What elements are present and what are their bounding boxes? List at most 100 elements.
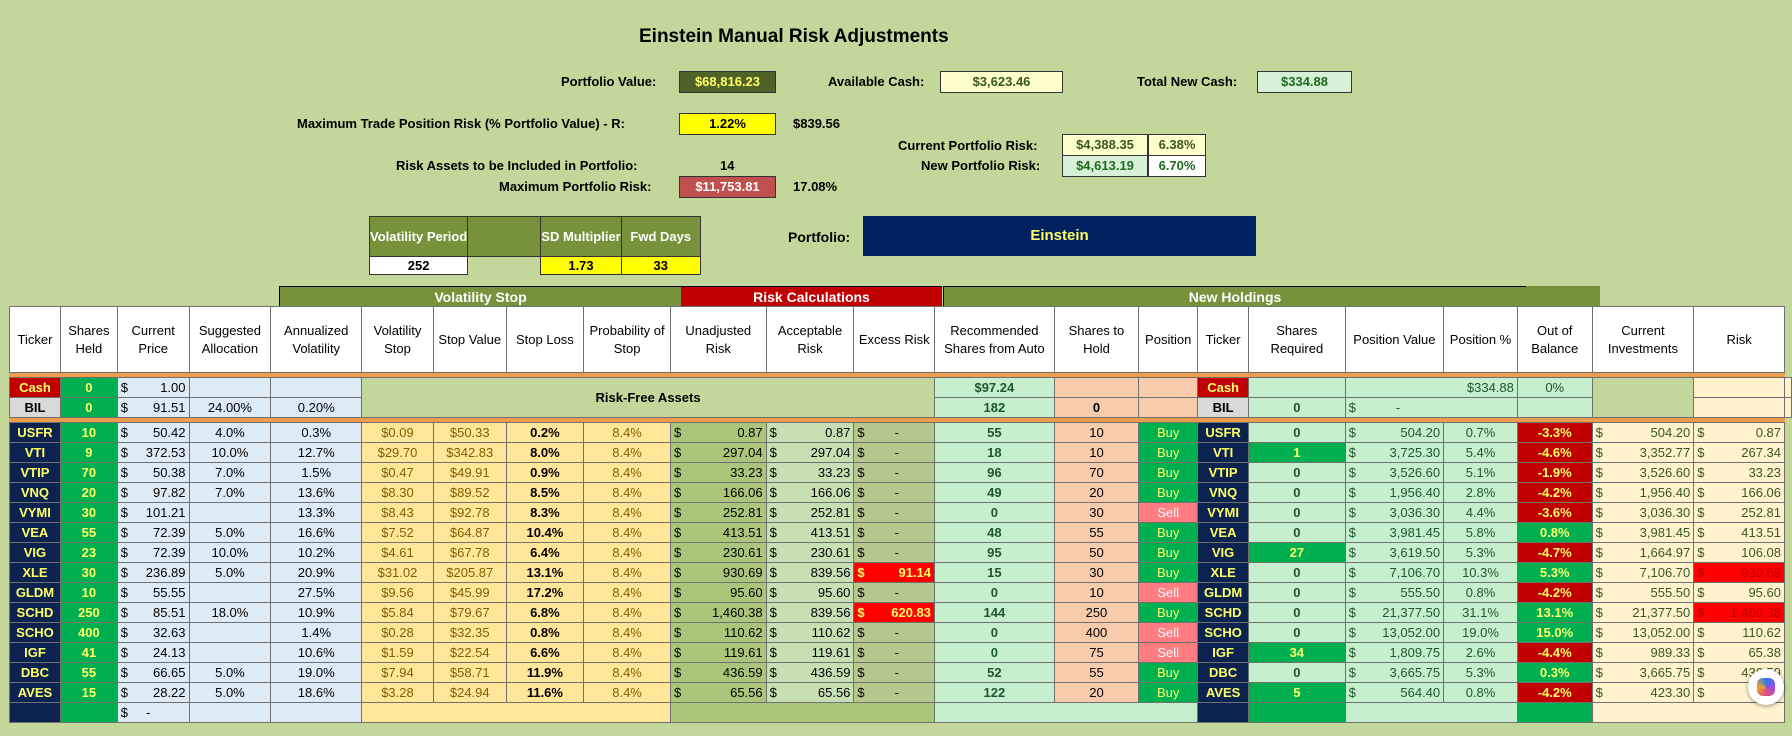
- suggested-allocation[interactable]: 5.0%: [188, 682, 272, 703]
- stop-loss[interactable]: 13.1%: [505, 562, 585, 583]
- probability-of-stop[interactable]: 8.4%: [583, 462, 671, 483]
- cash-alloc[interactable]: [188, 377, 272, 398]
- position-value[interactable]: $504.20: [1344, 422, 1445, 443]
- cash-vol[interactable]: [270, 377, 363, 398]
- risk[interactable]: $267.34: [1693, 442, 1785, 463]
- volatility-stop[interactable]: $5.84: [361, 602, 434, 623]
- blank-ticker[interactable]: [9, 702, 61, 723]
- col-shares-required[interactable]: Shares Required: [1248, 306, 1346, 373]
- stop-loss[interactable]: 17.2%: [505, 582, 585, 603]
- position-pct[interactable]: 5.4%: [1443, 442, 1518, 463]
- col-excess-risk[interactable]: Excess Risk: [853, 306, 936, 373]
- ticker[interactable]: SCHD: [9, 602, 61, 623]
- bil-required[interactable]: 0: [1248, 397, 1346, 418]
- shares-to-hold[interactable]: 10: [1053, 582, 1140, 603]
- ticker[interactable]: USFR: [9, 422, 61, 443]
- out-of-balance[interactable]: -4.2%: [1516, 582, 1593, 603]
- current-price[interactable]: $72.39: [116, 522, 190, 543]
- col-shares-held[interactable]: Shares Held: [59, 306, 118, 373]
- bil-position-value[interactable]: $ -: [1344, 397, 1518, 418]
- ticker-2[interactable]: XLE: [1197, 562, 1250, 583]
- position[interactable]: Sell: [1138, 582, 1199, 603]
- stop-loss[interactable]: 0.9%: [505, 462, 585, 483]
- recommended-shares[interactable]: 95: [934, 542, 1055, 563]
- cash-required[interactable]: [1248, 377, 1346, 398]
- excess-risk[interactable]: $ -: [853, 662, 936, 683]
- shares-held[interactable]: 30: [59, 502, 118, 523]
- stop-value[interactable]: $24.94: [432, 682, 507, 703]
- portfolio-value[interactable]: $68,816.23: [679, 71, 776, 93]
- bil-position[interactable]: [1138, 397, 1199, 418]
- acceptable-risk[interactable]: $297.04: [765, 442, 855, 463]
- ticker-2[interactable]: IGF: [1197, 642, 1250, 663]
- ticker-2[interactable]: DBC: [1197, 662, 1250, 683]
- probability-of-stop[interactable]: 8.4%: [583, 442, 671, 463]
- ticker[interactable]: VYMI: [9, 502, 61, 523]
- portfolio-name-banner[interactable]: Einstein: [863, 216, 1256, 256]
- col-acceptable-risk[interactable]: Acceptable Risk: [765, 306, 855, 373]
- position-value[interactable]: $3,725.30: [1344, 442, 1445, 463]
- position-value[interactable]: $21,377.50: [1344, 602, 1445, 623]
- position-pct[interactable]: 0.8%: [1443, 582, 1518, 603]
- excess-risk[interactable]: $ -: [853, 522, 936, 543]
- blank-oob[interactable]: [1516, 702, 1593, 723]
- current-price[interactable]: $55.55: [116, 582, 190, 603]
- recommended-shares[interactable]: 96: [934, 462, 1055, 483]
- cash-position-value[interactable]: $334.88: [1344, 377, 1518, 398]
- current-investments[interactable]: $1,664.97: [1591, 542, 1695, 563]
- annualized-volatility[interactable]: 1.4%: [270, 622, 363, 643]
- shares-held[interactable]: 70: [59, 462, 118, 483]
- ticker[interactable]: VNQ: [9, 482, 61, 503]
- out-of-balance[interactable]: 13.1%: [1516, 602, 1593, 623]
- stop-value[interactable]: $49.91: [432, 462, 507, 483]
- out-of-balance[interactable]: 0.8%: [1516, 522, 1593, 543]
- unadjusted-risk[interactable]: $252.81: [669, 502, 767, 523]
- unadjusted-risk[interactable]: $297.04: [669, 442, 767, 463]
- current-price[interactable]: $236.89: [116, 562, 190, 583]
- volatility-stop[interactable]: $0.28: [361, 622, 434, 643]
- bil-hold[interactable]: 0: [1053, 397, 1140, 418]
- position[interactable]: Buy: [1138, 442, 1199, 463]
- annualized-volatility[interactable]: 0.3%: [270, 422, 363, 443]
- current-investments[interactable]: $989.33: [1591, 642, 1695, 663]
- cash-ticker[interactable]: Cash: [9, 377, 61, 398]
- cash-hold[interactable]: [1053, 377, 1140, 398]
- excess-risk[interactable]: $ -: [853, 482, 936, 503]
- ticker-2[interactable]: SCHO: [1197, 622, 1250, 643]
- stop-value[interactable]: $92.78: [432, 502, 507, 523]
- max-trade-risk-pct[interactable]: 1.22%: [679, 113, 776, 135]
- col-suggested-allocation[interactable]: Suggested Allocation: [188, 306, 272, 373]
- shares-held[interactable]: 20: [59, 482, 118, 503]
- suggested-allocation[interactable]: 7.0%: [188, 462, 272, 483]
- volatility-stop[interactable]: $3.28: [361, 682, 434, 703]
- current-price[interactable]: $85.51: [116, 602, 190, 623]
- shares-to-hold[interactable]: 55: [1053, 522, 1140, 543]
- annualized-volatility[interactable]: 10.9%: [270, 602, 363, 623]
- recommended-shares[interactable]: 0: [934, 642, 1055, 663]
- volatility-stop[interactable]: $7.94: [361, 662, 434, 683]
- position[interactable]: Buy: [1138, 662, 1199, 683]
- volatility-stop[interactable]: $0.09: [361, 422, 434, 443]
- blank-holdings[interactable]: [934, 702, 1199, 723]
- cash-recommended[interactable]: $97.24: [934, 377, 1055, 398]
- excess-risk[interactable]: $ -: [853, 462, 936, 483]
- unadjusted-risk[interactable]: $230.61: [669, 542, 767, 563]
- stop-value[interactable]: $45.99: [432, 582, 507, 603]
- probability-of-stop[interactable]: 8.4%: [583, 582, 671, 603]
- blank-vol[interactable]: [270, 702, 363, 723]
- current-price[interactable]: $28.22: [116, 682, 190, 703]
- position-pct[interactable]: 10.3%: [1443, 562, 1518, 583]
- probability-of-stop[interactable]: 8.4%: [583, 482, 671, 503]
- position-value[interactable]: $13,052.00: [1344, 622, 1445, 643]
- acceptable-risk[interactable]: $413.51: [765, 522, 855, 543]
- current-investments[interactable]: $1,956.40: [1591, 482, 1695, 503]
- position-pct[interactable]: 5.3%: [1443, 542, 1518, 563]
- suggested-allocation[interactable]: 10.0%: [188, 542, 272, 563]
- shares-to-hold[interactable]: 10: [1053, 422, 1140, 443]
- out-of-balance[interactable]: 5.3%: [1516, 562, 1593, 583]
- acceptable-risk[interactable]: $166.06: [765, 482, 855, 503]
- excess-risk[interactable]: $ -: [853, 442, 936, 463]
- position[interactable]: Buy: [1138, 562, 1199, 583]
- current-price[interactable]: $24.13: [116, 642, 190, 663]
- col-unadjusted-risk[interactable]: Unadjusted Risk: [669, 306, 767, 373]
